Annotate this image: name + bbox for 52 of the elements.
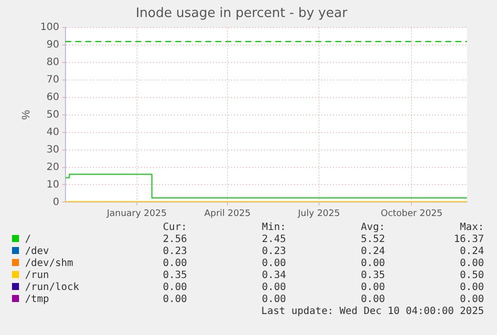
text: 0.00 (162, 282, 187, 294)
text: 0.00 (260, 294, 286, 306)
y-tick-label: 60 (46, 92, 60, 104)
text: 2.45 (260, 234, 286, 246)
x-tick-label: January 2025 (106, 208, 167, 219)
y-tick-label: 100 (40, 22, 60, 34)
text: 0.00 (458, 258, 484, 270)
text: 0.35 (360, 270, 385, 282)
text: 0.00 (162, 294, 187, 306)
chart-title: Inode usage in percent - by year (136, 6, 348, 22)
text: 0.00 (260, 282, 286, 294)
text: 0.23 (162, 246, 187, 258)
legend-label: / (24, 234, 32, 246)
text: 0.34 (260, 270, 286, 282)
y-tick-label: 30 (46, 144, 60, 156)
text: 2.56 (162, 234, 187, 246)
text: 0.00 (360, 282, 385, 294)
y-tick-label: 90 (46, 40, 60, 51)
text: 0.24 (360, 246, 385, 258)
text: 0.00 (162, 258, 187, 270)
text: 0.00 (260, 258, 286, 270)
y-tick-label: 20 (46, 162, 60, 173)
text: 0.35 (162, 270, 187, 282)
text: 0.00 (360, 294, 385, 306)
text: Max: (458, 222, 484, 234)
text: 0.50 (458, 270, 484, 282)
legend-label: /run (24, 270, 50, 282)
text: 16.37 (452, 234, 484, 246)
text: 5.52 (360, 234, 385, 246)
text: Min: (260, 222, 286, 234)
x-tick-label: July 2025 (297, 208, 340, 219)
y-tick-label: 0 (52, 196, 60, 208)
text: 0.00 (458, 282, 484, 294)
legend-label: /dev/shm (24, 258, 74, 270)
text: Cur: (162, 222, 187, 234)
legend-label: /tmp (24, 294, 50, 306)
text: Avg: (360, 222, 385, 234)
text: 0.23 (260, 246, 286, 258)
y-tick-label: 50 (46, 109, 60, 120)
y-tick-label: 40 (46, 126, 60, 138)
y-tick-label: 10 (46, 179, 60, 190)
text: 0.00 (360, 258, 385, 270)
y-axis-title: % (20, 110, 33, 120)
legend-label: /dev (24, 246, 50, 258)
y-tick-label: 70 (46, 74, 60, 86)
y-tick-label: 80 (46, 57, 60, 68)
text: 0.24 (458, 246, 484, 258)
x-tick-label: April 2025 (204, 208, 251, 219)
text: Last update: Wed Dec 10 04:00:00 2025 (260, 306, 484, 318)
legend-label: /run/lock (24, 282, 80, 294)
text: 0.00 (458, 294, 484, 306)
x-tick-label: October 2025 (380, 208, 443, 219)
